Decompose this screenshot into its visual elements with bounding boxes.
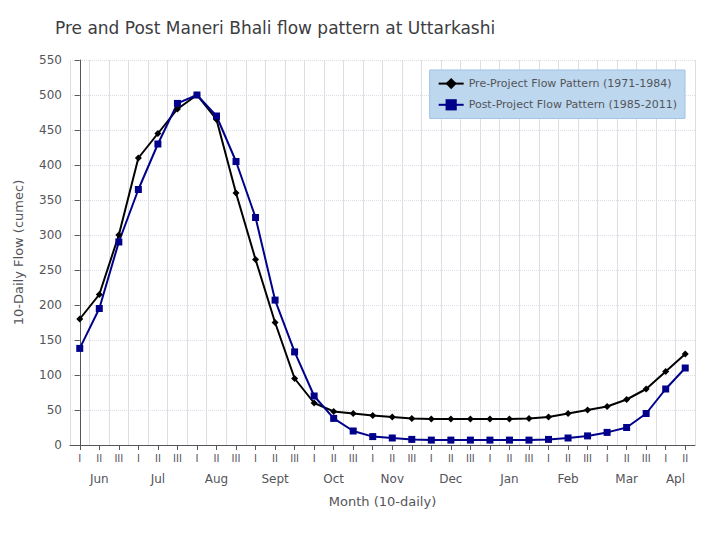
svg-text:Jul: Jul	[150, 472, 165, 486]
svg-text:III: III	[407, 453, 416, 464]
svg-text:I: I	[195, 453, 198, 464]
svg-text:II: II	[682, 453, 688, 464]
svg-text:Pre and Post Maneri Bhali flow: Pre and Post Maneri Bhali flow pattern a…	[55, 18, 495, 38]
svg-text:Dec: Dec	[439, 472, 462, 486]
svg-text:I: I	[547, 453, 550, 464]
svg-text:I: I	[488, 453, 491, 464]
svg-text:I: I	[313, 453, 316, 464]
svg-text:Aug: Aug	[205, 472, 228, 486]
svg-text:500: 500	[39, 88, 62, 102]
svg-text:Jun: Jun	[89, 472, 109, 486]
svg-text:Month (10-daily): Month (10-daily)	[329, 494, 436, 509]
svg-text:50: 50	[47, 403, 62, 417]
svg-text:100: 100	[39, 368, 62, 382]
svg-text:II: II	[506, 453, 512, 464]
svg-text:300: 300	[39, 228, 62, 242]
svg-text:I: I	[371, 453, 374, 464]
svg-text:150: 150	[39, 333, 62, 347]
svg-text:450: 450	[39, 123, 62, 137]
svg-text:I: I	[606, 453, 609, 464]
svg-text:III: III	[232, 453, 241, 464]
svg-text:II: II	[565, 453, 571, 464]
svg-text:Pre-Project Flow Pattern (1971: Pre-Project Flow Pattern (1971-1984)	[469, 77, 672, 90]
svg-text:Oct: Oct	[323, 472, 344, 486]
svg-text:III: III	[290, 453, 299, 464]
svg-text:I: I	[137, 453, 140, 464]
svg-text:III: III	[173, 453, 182, 464]
svg-text:0: 0	[54, 438, 62, 452]
svg-text:Jan: Jan	[499, 472, 519, 486]
svg-text:Nov: Nov	[381, 472, 404, 486]
svg-text:III: III	[583, 453, 592, 464]
svg-text:II: II	[624, 453, 630, 464]
svg-text:II: II	[272, 453, 278, 464]
svg-text:Post-Project Flow Pattern (198: Post-Project Flow Pattern (1985-2011)	[469, 98, 677, 111]
svg-text:Apl: Apl	[666, 472, 685, 486]
svg-text:II: II	[389, 453, 395, 464]
svg-text:10-Daily Flow (cumec): 10-Daily Flow (cumec)	[11, 180, 26, 325]
svg-text:250: 250	[39, 263, 62, 277]
svg-text:550: 550	[39, 53, 62, 67]
svg-text:200: 200	[39, 298, 62, 312]
svg-text:III: III	[114, 453, 123, 464]
svg-text:III: III	[466, 453, 475, 464]
svg-text:I: I	[78, 453, 81, 464]
svg-text:350: 350	[39, 193, 62, 207]
svg-text:Sept: Sept	[261, 472, 289, 486]
svg-text:I: I	[664, 453, 667, 464]
svg-text:400: 400	[39, 158, 62, 172]
svg-text:II: II	[96, 453, 102, 464]
svg-text:I: I	[254, 453, 257, 464]
svg-text:III: III	[642, 453, 651, 464]
svg-text:II: II	[331, 453, 337, 464]
svg-text:I: I	[430, 453, 433, 464]
svg-text:II: II	[448, 453, 454, 464]
svg-text:Feb: Feb	[557, 472, 578, 486]
svg-text:II: II	[214, 453, 220, 464]
svg-text:II: II	[155, 453, 161, 464]
svg-text:III: III	[349, 453, 358, 464]
svg-text:III: III	[525, 453, 534, 464]
svg-text:Mar: Mar	[615, 472, 638, 486]
